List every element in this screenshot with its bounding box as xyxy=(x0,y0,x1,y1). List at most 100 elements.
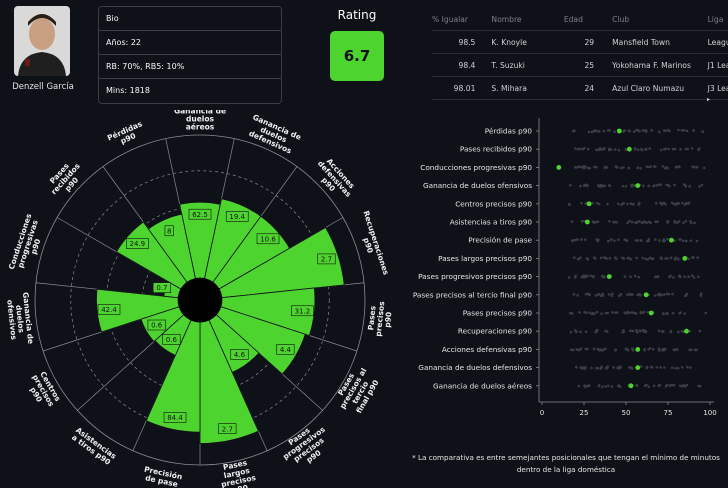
rating-badge: 6.7 xyxy=(330,31,384,81)
similar-players-table[interactable]: % Igualar Nombre Edad Club Liga 98.5 K. … xyxy=(432,8,728,108)
strip-peer-dot xyxy=(643,384,647,388)
bio-minutes: Mins: 1818 xyxy=(106,86,150,95)
strip-player-dot xyxy=(635,183,641,188)
strip-peer-dot xyxy=(579,256,582,259)
col-header-name[interactable]: Nombre xyxy=(483,8,564,31)
player-portrait-icon xyxy=(14,6,70,76)
strip-peer-dot xyxy=(592,275,595,279)
radar-center-hole xyxy=(178,278,222,322)
col-header-match[interactable]: % Igualar xyxy=(432,8,484,31)
strip-peer-dot xyxy=(657,130,661,134)
strip-peer-dot xyxy=(601,349,604,352)
strip-player-dot xyxy=(626,146,632,152)
strip-peer-dot xyxy=(656,220,659,223)
strip-peer-dot xyxy=(647,347,650,351)
strip-peer-dot xyxy=(576,147,580,151)
strip-peer-dot xyxy=(610,385,614,388)
strip-peer-dot xyxy=(651,257,655,261)
col-header-club[interactable]: Club xyxy=(612,8,708,31)
strip-peer-dot xyxy=(693,221,696,225)
strip-peer-dot xyxy=(592,347,596,351)
strip-peer-dot xyxy=(606,202,609,206)
strip-peer-dot xyxy=(579,330,582,334)
strip-peer-dot xyxy=(698,185,701,188)
strip-peer-dot xyxy=(631,347,634,350)
strip-peer-dot xyxy=(632,130,636,133)
strip-peer-dot xyxy=(612,366,615,369)
radar-value-box xyxy=(218,423,237,434)
strip-peer-dot xyxy=(602,274,605,278)
table-cell: League Two xyxy=(707,30,728,54)
strip-player-dot xyxy=(682,256,688,261)
strip-category-label: Pases progresivos precisos p90 xyxy=(418,272,532,281)
strip-peer-dot xyxy=(605,257,608,260)
strip-peer-dot xyxy=(640,148,644,152)
strip-peer-dot xyxy=(584,330,588,334)
strip-peer-dot xyxy=(662,312,665,315)
radar-category-label-line: ofensivos xyxy=(5,299,18,341)
radar-value-label: 84.4 xyxy=(167,414,183,422)
table-row[interactable]: 98.01 S. Mihara 24 Azul Claro Numazu J3 … xyxy=(432,76,728,100)
strip-peer-dot xyxy=(660,293,664,297)
strip-player-dot xyxy=(643,292,649,298)
scroll-right-icon[interactable]: ▸ xyxy=(707,96,711,103)
table-cell: 98.4 xyxy=(432,53,484,77)
strip-peer-dot xyxy=(611,311,614,314)
strip-peer-dot xyxy=(663,366,666,369)
strip-peer-dot xyxy=(662,330,665,333)
table-row[interactable]: 98.4 T. Suzuki 25 Yokohama F. Marinos J1… xyxy=(432,53,728,77)
strip-peer-dot xyxy=(641,256,645,260)
strip-peer-dot xyxy=(658,239,661,242)
strip-peer-dot xyxy=(623,129,626,133)
col-header-age[interactable]: Edad xyxy=(563,8,613,31)
strip-peer-dot xyxy=(686,365,689,369)
strip-peer-dot xyxy=(654,201,658,205)
strip-peer-dot xyxy=(666,237,669,241)
strip-peer-dot xyxy=(624,184,628,188)
strip-peer-dot xyxy=(647,165,651,169)
strip-peer-dot xyxy=(602,129,606,133)
strip-peer-dot xyxy=(673,183,676,187)
strip-peer-dot xyxy=(599,294,603,297)
strip-peer-dot xyxy=(615,257,618,261)
strip-peer-dot xyxy=(580,238,583,241)
strip-peer-dot xyxy=(644,257,647,261)
strip-peer-dot xyxy=(655,184,659,187)
radar-value-box xyxy=(291,305,314,317)
strip-peer-dot xyxy=(619,293,623,296)
radar-category-label-line: aéreos xyxy=(186,123,215,132)
strip-peer-dot xyxy=(704,311,708,315)
strip-peer-dot xyxy=(700,183,704,187)
radar-category-label-line: Ganancia de xyxy=(174,110,226,115)
strip-category-label: Pases recibidos p90 xyxy=(460,145,532,154)
table-row[interactable]: 98.5 K. Knoyle 29 Mansfield Town League … xyxy=(432,30,728,54)
strip-peer-dot xyxy=(643,348,647,352)
strip-peer-dot xyxy=(603,184,606,188)
strip-peer-dot xyxy=(642,330,646,334)
strip-peer-dot xyxy=(620,202,624,206)
col-header-league[interactable]: Liga xyxy=(707,8,728,31)
strip-peer-dot xyxy=(584,202,587,205)
player-avatar xyxy=(14,6,70,76)
strip-peer-dot xyxy=(574,329,578,333)
strip-peer-dot xyxy=(597,384,601,387)
strip-peer-dot xyxy=(664,385,668,388)
strip-peer-dot xyxy=(641,129,645,132)
strip-peer-dot xyxy=(682,384,686,388)
strip-peer-dot xyxy=(606,365,609,368)
strip-peer-dot xyxy=(684,147,688,151)
table-cell: J1 League xyxy=(707,53,728,77)
strip-peer-dot xyxy=(697,147,701,150)
strip-peer-dot xyxy=(695,165,699,169)
strip-peer-dot xyxy=(608,256,612,260)
strip-peer-dot xyxy=(597,238,600,242)
strip-peer-dot xyxy=(693,348,697,352)
strip-peer-dot xyxy=(645,221,649,225)
strip-peer-dot xyxy=(573,276,577,279)
strip-peer-dot xyxy=(596,220,600,224)
strip-peer-dot xyxy=(647,385,651,389)
strip-category-label: Ganancia de duelos aéreos xyxy=(433,381,532,390)
strip-peer-dot xyxy=(657,349,661,352)
